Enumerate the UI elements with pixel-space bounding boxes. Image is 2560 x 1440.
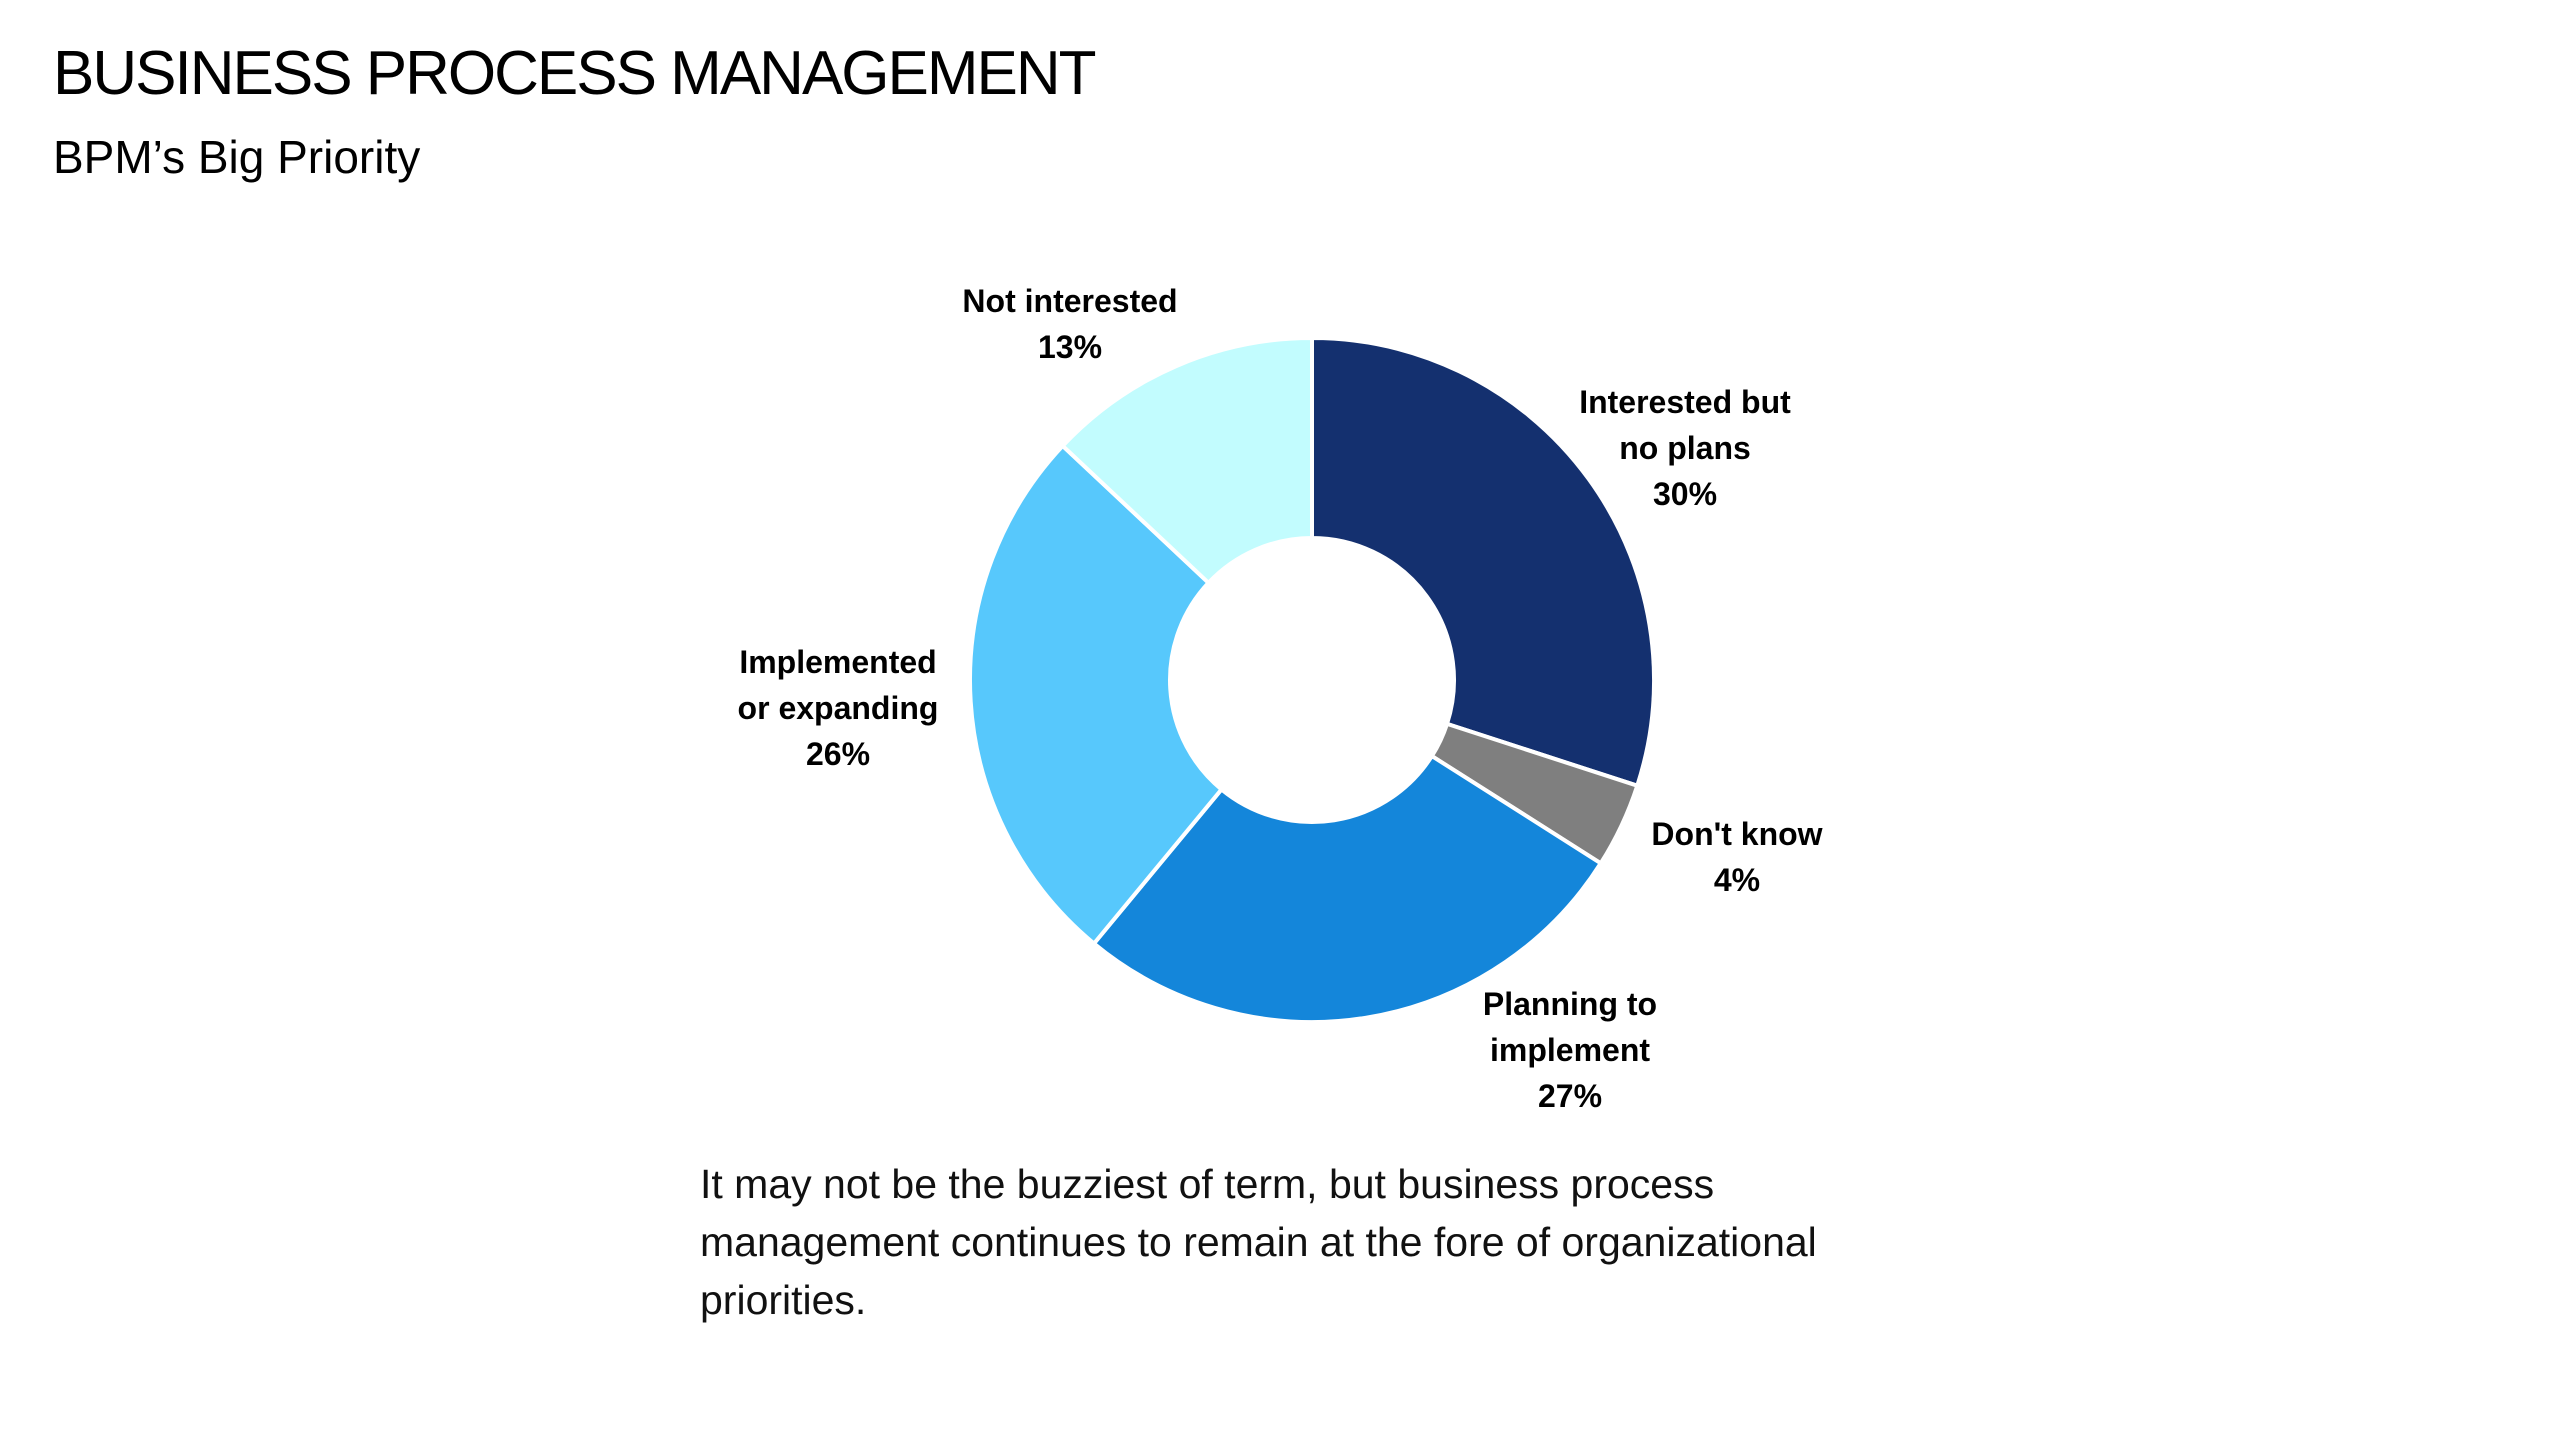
data-label-value: 27% — [1538, 1078, 1602, 1114]
data-label-value: 4% — [1714, 862, 1760, 898]
data-label-category: Not interested — [962, 283, 1177, 319]
data-label-category: or expanding — [738, 690, 939, 726]
labels-layer: Interested but no plans 30% Don't know 4% Pla… — [738, 283, 1823, 1114]
data-label-category: Implemented — [739, 644, 936, 680]
slide-subtitle: BPM’s Big Priority — [53, 131, 421, 183]
data-label-implemented-or-expanding: Implemented or expanding 26% — [738, 644, 939, 772]
data-label-category: Interested but — [1579, 384, 1791, 420]
data-label-planning-to-implement: Planning to implement 27% — [1483, 986, 1657, 1114]
slice-planning-to-implement — [1092, 754, 1603, 1024]
data-label-interested-but-no-plans: Interested but no plans 30% — [1579, 384, 1791, 512]
caption-text: It may not be the buzziest of term, but … — [700, 1161, 1817, 1323]
data-label-don-t-know: Don't know 4% — [1651, 816, 1822, 898]
data-label-category: Don't know — [1651, 816, 1822, 852]
data-label-category: no plans — [1619, 430, 1751, 466]
slice-interested-but-no-plans — [1310, 336, 1656, 788]
data-label-value: 26% — [806, 736, 870, 772]
slices-layer — [968, 336, 1656, 1024]
data-label-value: 30% — [1653, 476, 1717, 512]
data-label-category: Planning to — [1483, 986, 1657, 1022]
slide-title: BUSINESS PROCESS MANAGEMENT — [53, 39, 1097, 108]
data-label-not-interested: Not interested 13% — [962, 283, 1177, 365]
data-label-category: implement — [1490, 1032, 1650, 1068]
data-label-value: 13% — [1038, 329, 1102, 365]
slice-not-interested — [1060, 336, 1314, 585]
slice-implemented-or-expanding — [968, 443, 1224, 946]
